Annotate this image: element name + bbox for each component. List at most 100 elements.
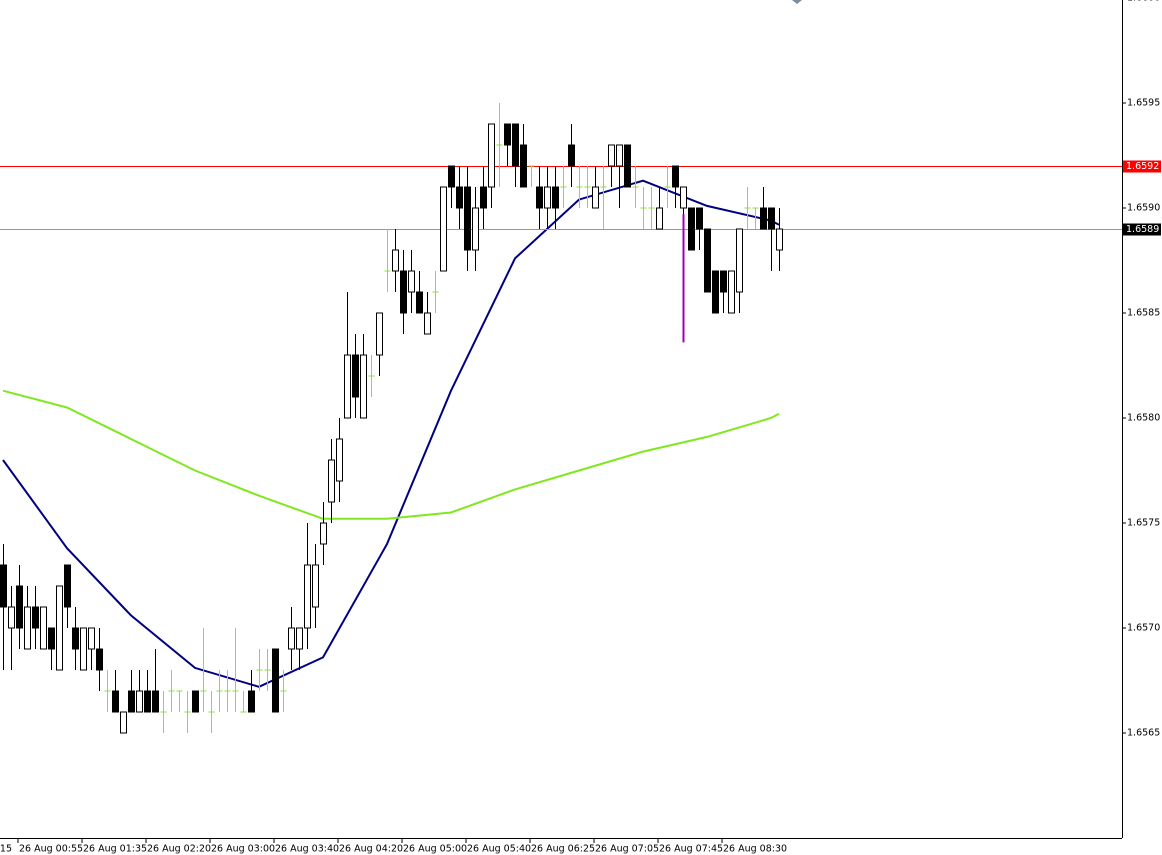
- price-label: 1.6592: [1126, 161, 1159, 172]
- candle-body: [296, 627, 303, 650]
- candle-body: [352, 354, 359, 398]
- candle-body: [736, 228, 743, 293]
- candle-body: [32, 606, 39, 629]
- candle-body: [688, 207, 695, 251]
- candle-body: [192, 690, 199, 713]
- candle-body: [72, 627, 79, 650]
- candle-body: [656, 207, 663, 230]
- x-tick-label: 26 Aug 05:00: [403, 844, 467, 855]
- candle-body: [448, 165, 455, 188]
- y-tick-label: 1.6595: [1127, 98, 1160, 109]
- candle-body: [144, 690, 151, 713]
- x-tick-label: 26 Aug 06:25: [531, 844, 595, 855]
- candle-body: [440, 186, 447, 272]
- candle-body: [544, 186, 551, 209]
- candle-body: [288, 627, 295, 650]
- chart-shift-marker: [792, 0, 802, 4]
- candle-body: [416, 291, 423, 314]
- plot-area: [0, 103, 1122, 734]
- candle-body: [504, 123, 511, 146]
- candle-body: [400, 270, 407, 314]
- candle-body: [696, 207, 703, 230]
- candle-body: [776, 228, 783, 251]
- candle-body: [136, 690, 143, 713]
- candle-body: [512, 123, 519, 167]
- candle-body: [552, 186, 559, 209]
- candle-body: [48, 627, 55, 650]
- moving-average-line: [2, 389, 780, 520]
- candle-body: [64, 564, 71, 608]
- y-tick-label: 1.6565: [1127, 728, 1160, 739]
- candle-body: [360, 354, 367, 419]
- candle-body: [488, 123, 495, 188]
- candle-body: [608, 144, 615, 167]
- candle-body: [0, 564, 7, 608]
- candle-body: [672, 165, 679, 188]
- y-tick-label: 1.6590: [1127, 203, 1160, 214]
- candle-body: [304, 564, 311, 629]
- x-tick-label: 26 Aug 00:55: [19, 844, 83, 855]
- candle-body: [376, 312, 383, 356]
- candle-body: [728, 270, 735, 314]
- candle-body: [80, 627, 87, 671]
- candle-body: [96, 648, 103, 671]
- candle-body: [456, 186, 463, 209]
- price-label-box: [1123, 223, 1161, 236]
- candle-body: [336, 438, 343, 482]
- candle-body: [56, 585, 63, 671]
- candle-body: [592, 186, 599, 209]
- candle-body: [272, 648, 279, 713]
- candle-body: [768, 207, 775, 230]
- y-tick-label: 1.6575: [1127, 518, 1160, 529]
- candle-body: [480, 186, 487, 209]
- x-tick-label: 26 Aug 07:05: [595, 844, 659, 855]
- candle-body: [8, 606, 15, 629]
- candle-body: [712, 270, 719, 314]
- candle-body: [152, 690, 159, 713]
- x-tick-label: 26 Aug 05:40: [467, 844, 531, 855]
- y-tick-label: 1.6580: [1127, 413, 1160, 424]
- candle-body: [24, 606, 31, 650]
- y-tick-label: 1.6600: [1127, 0, 1160, 4]
- candle-body: [680, 186, 687, 209]
- price-label: 1.6589: [1126, 224, 1159, 235]
- candle-body: [520, 144, 527, 188]
- candle-body: [464, 186, 471, 251]
- y-tick-label: 1.6570: [1127, 623, 1160, 634]
- candle-body: [616, 144, 623, 167]
- candle-body: [120, 711, 127, 734]
- candle-body: [624, 144, 631, 188]
- x-tick-label: 26 Aug 04:20: [339, 844, 403, 855]
- candle-body: [40, 606, 47, 650]
- candle-body: [720, 270, 727, 293]
- candle-body: [112, 690, 119, 713]
- x-tick-label: 15: [0, 844, 12, 855]
- candle-body: [344, 354, 351, 419]
- moving-average-line: [2, 179, 780, 688]
- y-tick-label: 1.6585: [1127, 308, 1160, 319]
- candle-body: [16, 585, 23, 629]
- x-tick-label: 26 Aug 08:30: [723, 844, 787, 855]
- candle-body: [760, 207, 767, 230]
- candle-body: [704, 228, 711, 293]
- price-label-box: [1123, 160, 1161, 173]
- candle-body: [408, 270, 415, 293]
- candle-body: [536, 186, 543, 209]
- x-tick-label: 26 Aug 07:45: [659, 844, 723, 855]
- candle-body: [568, 144, 575, 167]
- candle-body: [424, 312, 431, 335]
- candle-body: [128, 690, 135, 713]
- x-tick-label: 26 Aug 02:20: [147, 844, 211, 855]
- candle-body: [328, 459, 335, 503]
- x-tick-label: 26 Aug 01:35: [83, 844, 147, 855]
- candle-body: [248, 690, 255, 713]
- x-tick-label: 26 Aug 03:40: [275, 844, 339, 855]
- candle-body: [320, 522, 327, 545]
- candle-body: [88, 627, 95, 650]
- candle-body: [472, 207, 479, 251]
- x-tick-label: 26 Aug 03:00: [211, 844, 275, 855]
- candle-body: [392, 249, 399, 272]
